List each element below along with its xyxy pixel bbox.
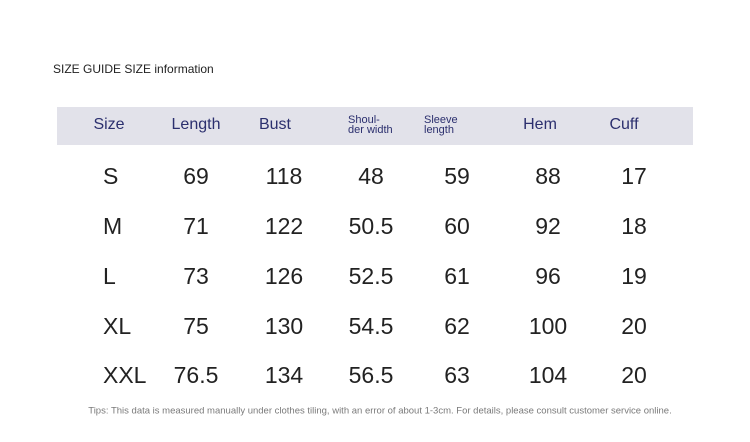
cell: 50.5 bbox=[349, 213, 394, 239]
tip: Tips: This data is measured manually und… bbox=[88, 406, 671, 417]
column-header: Sleeve bbox=[424, 114, 458, 126]
column-header: der width bbox=[348, 124, 393, 136]
cell: 130 bbox=[265, 313, 303, 339]
title: SIZE GUIDE SIZE information bbox=[53, 62, 214, 76]
cell: 134 bbox=[265, 362, 304, 388]
cell: 17 bbox=[621, 163, 647, 189]
column-header: Bust bbox=[259, 116, 292, 133]
cell: 71 bbox=[183, 213, 209, 239]
cell: 96 bbox=[535, 263, 561, 289]
cell: 52.5 bbox=[349, 263, 394, 289]
cell: 19 bbox=[621, 263, 647, 289]
cell: 69 bbox=[183, 163, 209, 189]
cell: 61 bbox=[444, 263, 470, 289]
column-header: Hem bbox=[523, 116, 557, 133]
size-label: S bbox=[103, 163, 118, 189]
column-header: Length bbox=[172, 116, 221, 133]
cell: 63 bbox=[444, 362, 470, 388]
size-label: XXL bbox=[103, 362, 147, 388]
cell: 48 bbox=[358, 163, 384, 189]
cell: 18 bbox=[621, 213, 647, 239]
column-header: Shoul- bbox=[348, 114, 380, 126]
cell: 20 bbox=[621, 313, 647, 339]
cell: 122 bbox=[265, 213, 303, 239]
cell: 92 bbox=[535, 213, 561, 239]
size-label: M bbox=[103, 213, 122, 239]
cell: 54.5 bbox=[349, 313, 394, 339]
cell: 88 bbox=[535, 163, 561, 189]
size-label: XL bbox=[103, 313, 131, 339]
cell: 60 bbox=[444, 213, 470, 239]
column-header: Size bbox=[93, 116, 124, 133]
column-header: length bbox=[424, 124, 454, 136]
size-label: L bbox=[103, 263, 116, 289]
header-band bbox=[57, 107, 693, 145]
cell: 56.5 bbox=[349, 362, 394, 388]
cell: 20 bbox=[621, 362, 647, 388]
cell: 126 bbox=[265, 263, 303, 289]
cell: 118 bbox=[266, 163, 303, 189]
cell: 104 bbox=[529, 362, 568, 388]
cell: 100 bbox=[529, 313, 567, 339]
cell: 73 bbox=[183, 263, 209, 289]
cell: 75 bbox=[183, 313, 209, 339]
cell: 76.5 bbox=[174, 362, 219, 388]
cell: 62 bbox=[444, 313, 470, 339]
cell: 59 bbox=[444, 163, 470, 189]
column-header: Cuff bbox=[609, 116, 639, 133]
